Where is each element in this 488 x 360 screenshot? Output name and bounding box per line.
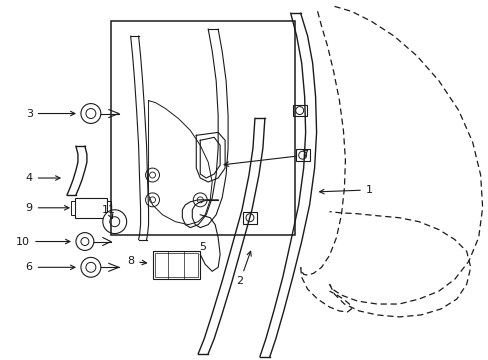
Circle shape [109,217,120,227]
Bar [292,105,306,117]
Circle shape [86,109,96,118]
Text: 5: 5 [198,242,205,252]
Bar [71,201,75,215]
Circle shape [81,104,101,123]
Bar [243,212,256,224]
Text: 7: 7 [224,150,307,166]
Text: 8: 8 [127,256,146,266]
Text: 3: 3 [26,108,75,118]
Circle shape [193,193,207,207]
Text: 6: 6 [26,262,75,272]
Circle shape [145,168,159,182]
Bar [152,251,200,279]
Text: 1: 1 [319,185,372,195]
Circle shape [102,210,126,234]
Circle shape [81,238,89,246]
Text: 9: 9 [25,203,69,213]
Text: 2: 2 [236,251,251,286]
Text: 11: 11 [102,205,116,219]
Circle shape [81,257,101,277]
Bar [295,149,309,161]
Circle shape [76,233,94,251]
Text: 10: 10 [16,237,70,247]
Bar [154,253,198,277]
Circle shape [86,262,96,272]
Bar [75,198,106,218]
Bar [106,201,111,215]
Bar [111,21,294,235]
Circle shape [145,193,159,207]
Text: 4: 4 [25,173,60,183]
